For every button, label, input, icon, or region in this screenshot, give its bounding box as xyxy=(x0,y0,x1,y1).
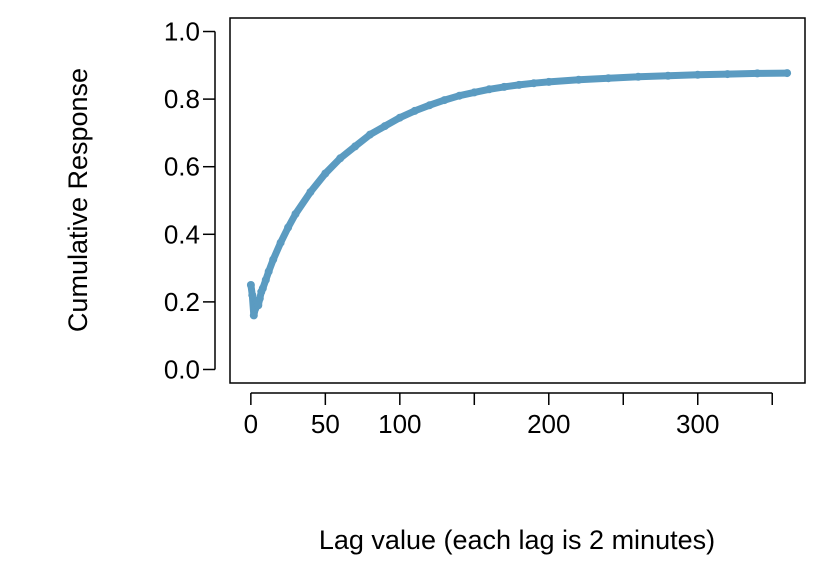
data-point xyxy=(544,77,553,86)
data-point xyxy=(248,291,257,300)
series-line xyxy=(247,69,791,319)
data-point xyxy=(255,294,264,303)
data-point xyxy=(515,80,523,89)
data-point xyxy=(455,91,464,100)
data-point xyxy=(264,267,273,276)
data-point xyxy=(723,70,732,79)
data-point xyxy=(321,169,330,178)
y-tick-label: 0.0 xyxy=(164,354,200,384)
data-point xyxy=(485,85,494,94)
data-point xyxy=(249,311,258,320)
x-tick-label: 100 xyxy=(378,409,421,439)
plot-frame xyxy=(229,17,806,384)
data-point xyxy=(284,223,293,232)
data-point xyxy=(693,70,702,79)
x-axis: 0 50 100 200 300 xyxy=(244,392,773,439)
data-point xyxy=(276,238,285,247)
y-tick-label: 0.8 xyxy=(164,84,200,114)
data-point xyxy=(783,69,792,78)
y-axis-title: Cumulative Response xyxy=(63,68,93,332)
data-point xyxy=(753,69,762,78)
data-point xyxy=(254,301,263,310)
y-tick-label: 1.0 xyxy=(164,17,200,47)
data-point xyxy=(470,88,479,97)
data-point xyxy=(604,74,613,83)
x-axis-title: Lag value (each lag is 2 minutes) xyxy=(319,525,715,555)
data-point xyxy=(246,281,255,289)
data-point xyxy=(664,71,672,80)
data-point xyxy=(336,154,345,163)
data-point xyxy=(634,72,643,81)
data-point xyxy=(291,210,300,218)
data-point xyxy=(351,142,360,151)
data-point xyxy=(366,130,374,139)
x-tick-label: 0 xyxy=(244,409,258,439)
x-tick-label: 50 xyxy=(311,409,340,439)
y-tick-label: 0.6 xyxy=(164,152,200,182)
data-point xyxy=(410,106,419,115)
data-point xyxy=(269,255,278,264)
series-layer xyxy=(246,69,792,320)
data-point xyxy=(529,79,538,88)
y-axis: 0.0 0.2 0.4 0.6 0.8 1.0 xyxy=(164,17,216,384)
data-point xyxy=(258,284,267,293)
data-point xyxy=(306,188,315,197)
data-point xyxy=(395,113,404,122)
y-tick-label: 0.2 xyxy=(164,287,200,317)
data-point xyxy=(440,96,449,105)
data-point xyxy=(261,275,270,284)
data-point xyxy=(425,101,434,110)
y-tick-label: 0.4 xyxy=(164,219,200,249)
data-point xyxy=(574,75,583,84)
x-tick-label: 300 xyxy=(676,409,719,439)
x-tick-label: 200 xyxy=(527,409,570,439)
data-point xyxy=(500,82,509,91)
data-point xyxy=(380,122,389,131)
